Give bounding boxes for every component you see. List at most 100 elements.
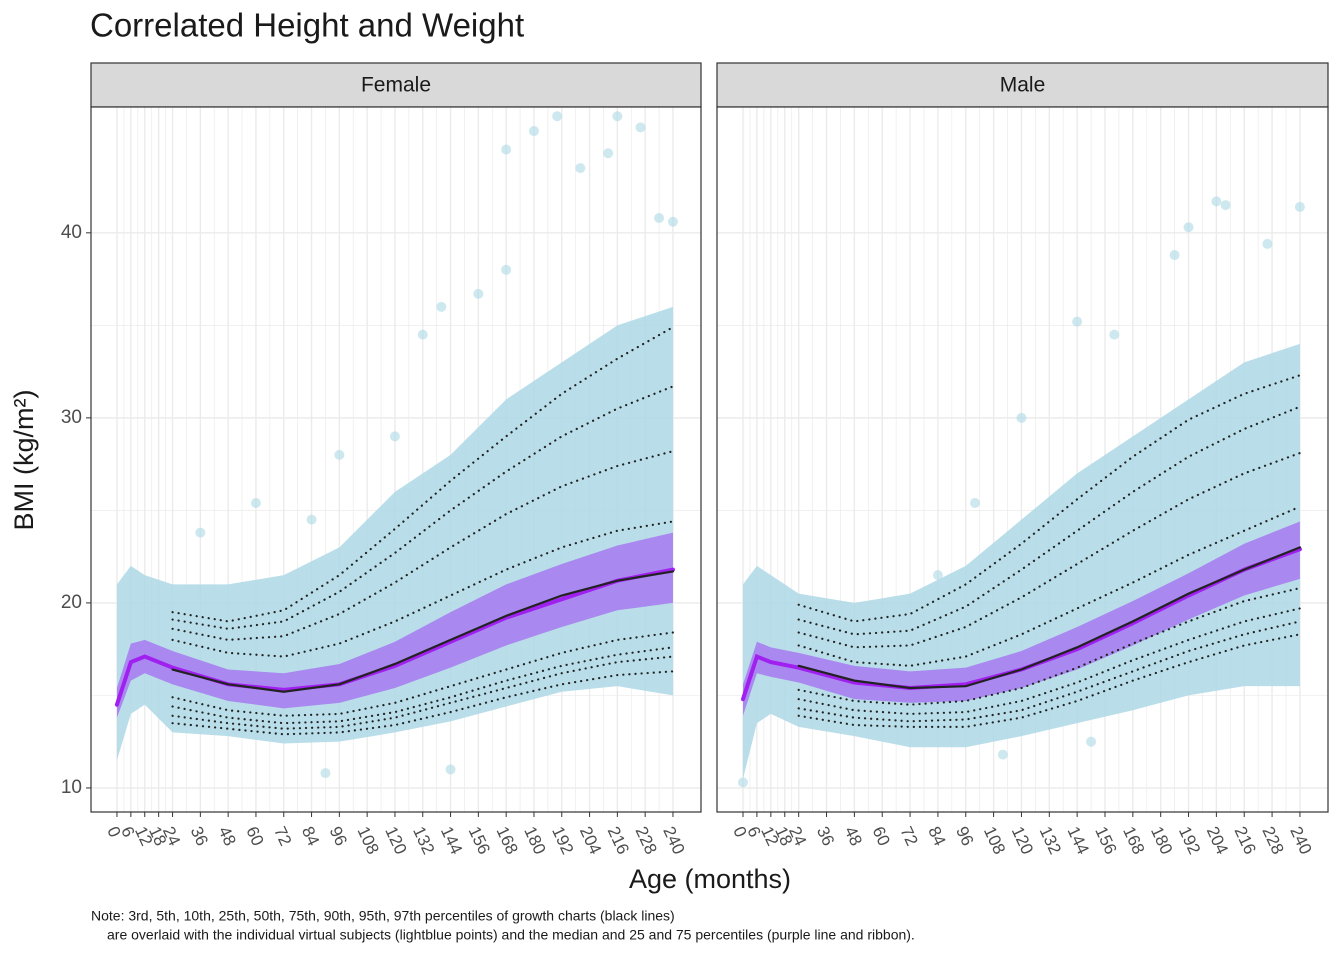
x-tick-label: 204: [1203, 824, 1232, 858]
growth-percentile: [797, 505, 1302, 667]
growth-percentile: [797, 633, 1302, 728]
point: [1183, 222, 1194, 233]
growth-percentile: [797, 607, 1302, 716]
x-tick-label: 60: [242, 824, 267, 849]
growth-percentile: [797, 405, 1302, 636]
growth-percentile: [797, 620, 1302, 723]
x-tick-label: 96: [952, 824, 977, 849]
x-tick-label: 180: [520, 824, 549, 858]
plot-area: [91, 107, 701, 812]
x-tick-label: 132: [409, 824, 438, 858]
growth-median: [797, 546, 1302, 690]
growth-percentile: [171, 385, 675, 630]
point: [737, 777, 748, 788]
growth-percentile: [171, 520, 675, 658]
growth-percentile: [171, 326, 675, 623]
x-tick-label: 48: [841, 824, 866, 849]
x-tick-label: 192: [548, 824, 577, 858]
point: [473, 288, 484, 299]
growth-percentile: [797, 374, 1302, 623]
point: [320, 768, 331, 779]
point: [1109, 329, 1120, 340]
y-tick-label: 40: [61, 222, 82, 243]
x-tick-label: 240: [1286, 824, 1315, 858]
x-tick-label: 108: [353, 824, 382, 858]
x-tick-label: 84: [924, 824, 949, 849]
point: [1086, 736, 1097, 747]
growth-percentile: [797, 451, 1302, 649]
ribbon: [742, 521, 1300, 716]
growth-percentile: [171, 631, 675, 717]
x-tick-label: 120: [1008, 824, 1037, 858]
point: [389, 431, 400, 442]
x-tick-label: 36: [813, 824, 838, 849]
point: [1169, 250, 1180, 261]
x-tick-label: 60: [869, 824, 894, 849]
point: [501, 264, 512, 275]
y-tick-label: 20: [61, 592, 82, 613]
growth-percentile: [171, 646, 675, 725]
point: [334, 449, 345, 460]
point: [575, 163, 586, 174]
point: [1211, 196, 1222, 207]
growth-percentile: [797, 587, 1302, 706]
x-tick-label: 144: [437, 824, 466, 858]
point: [635, 122, 646, 133]
x-tick-label: 156: [465, 824, 494, 858]
growth-percentile: [171, 450, 675, 642]
x-axis-label: Age (months): [629, 864, 791, 894]
point: [932, 570, 943, 581]
x-tick-label: 84: [298, 824, 323, 849]
point: [1294, 201, 1305, 212]
x-tick-label: 168: [492, 824, 521, 858]
x-tick-label: 228: [631, 824, 660, 858]
plot-area: [717, 107, 1328, 812]
point: [528, 126, 539, 137]
x-tick-label: 72: [896, 824, 921, 849]
x-tick-label: 96: [326, 824, 351, 849]
point: [436, 301, 447, 312]
point: [552, 111, 563, 122]
strip: [716, 62, 1329, 108]
point: [667, 216, 678, 227]
point: [997, 749, 1008, 760]
point: [970, 497, 981, 508]
point: [417, 329, 428, 340]
point-cloud: [116, 306, 673, 761]
panel-border: [716, 106, 1329, 813]
point: [1262, 238, 1273, 249]
chart-title: Correlated Height and Weight: [90, 7, 524, 44]
x-tick-label: 132: [1036, 824, 1065, 858]
point: [306, 514, 317, 525]
x-tick-label: 216: [1231, 824, 1260, 858]
point: [612, 111, 623, 122]
x-tick-label: 228: [1258, 824, 1287, 858]
point: [445, 764, 456, 775]
point: [195, 527, 206, 538]
x-tick-label: 192: [1175, 824, 1204, 858]
median-line: [740, 547, 1302, 702]
x-tick-label: 204: [576, 824, 605, 858]
ribbon: [116, 532, 673, 718]
point: [501, 144, 512, 155]
x-tick-label: 144: [1063, 824, 1092, 858]
point: [1220, 200, 1231, 211]
y-tick-label: 30: [61, 407, 82, 428]
facet-label: Female: [361, 74, 431, 97]
note: Note: 3rd, 5th, 10th, 25th, 50th, 75th, …: [91, 908, 675, 924]
point: [654, 213, 665, 224]
strip: [90, 62, 702, 108]
x-tick-label: 72: [270, 824, 295, 849]
x-tick-label: 240: [659, 824, 688, 858]
growth-median: [171, 570, 675, 693]
panel-border: [90, 106, 702, 813]
x-tick-label: 36: [187, 824, 212, 849]
point: [603, 148, 614, 159]
point: [1072, 316, 1083, 327]
x-tick-label: 48: [214, 824, 239, 849]
x-tick-label: 108: [980, 824, 1009, 858]
point: [250, 497, 261, 508]
x-tick-label: 156: [1091, 824, 1120, 858]
facet-label: Male: [1000, 74, 1046, 97]
point: [1016, 412, 1027, 423]
